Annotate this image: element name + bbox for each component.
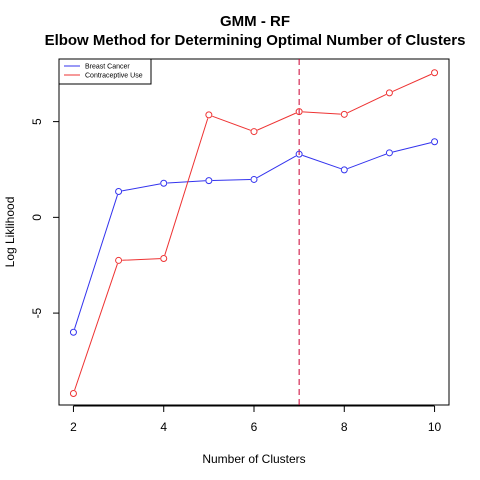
contraceptive-use-point bbox=[250, 128, 258, 136]
contraceptive-use-point bbox=[205, 111, 213, 119]
plot-frame bbox=[58, 58, 450, 406]
legend-label-breast-cancer: Breast Cancer bbox=[85, 64, 130, 71]
x-tick-label: 6 bbox=[251, 420, 258, 434]
contraceptive-use-point bbox=[385, 89, 393, 97]
contraceptive-use-point bbox=[115, 256, 123, 264]
legend-label-contraceptive-use: Contraceptive Use bbox=[85, 73, 143, 80]
contraceptive-use-series-line bbox=[74, 73, 432, 391]
breast-cancer-point bbox=[69, 328, 77, 336]
chart-subtitle: Elbow Method for Determining Optimal Num… bbox=[45, 32, 466, 49]
x-tick-label: 4 bbox=[160, 420, 167, 434]
legend: Breast Cancer Contraceptive Use bbox=[58, 58, 152, 85]
breast-cancer-point bbox=[205, 177, 213, 185]
breast-cancer-series-line bbox=[74, 142, 432, 329]
breast-cancer-point bbox=[115, 188, 123, 196]
chart-title: GMM - RF bbox=[220, 13, 290, 30]
breast-cancer-point bbox=[250, 175, 258, 183]
y-axis-label: Log Liklihood bbox=[3, 197, 17, 268]
x-tick-label: 8 bbox=[341, 420, 348, 434]
y-tick-label: 0 bbox=[30, 214, 44, 221]
y-tick-label: 5 bbox=[30, 118, 44, 125]
breast-cancer-point bbox=[160, 179, 168, 187]
axes-layer: 2 4 6 8 10 -5 0 5 bbox=[30, 118, 442, 434]
contraceptive-use-point bbox=[295, 108, 303, 116]
breast-cancer-point bbox=[340, 166, 348, 174]
legend-box bbox=[58, 58, 152, 85]
series-layer bbox=[69, 69, 439, 398]
x-tick-label: 10 bbox=[428, 420, 442, 434]
breast-cancer-point bbox=[295, 150, 303, 158]
contraceptive-use-point bbox=[340, 110, 348, 118]
x-tick-label: 2 bbox=[70, 420, 77, 434]
breast-cancer-point bbox=[385, 149, 393, 157]
contraceptive-use-point bbox=[431, 69, 439, 77]
breast-cancer-point bbox=[431, 138, 439, 146]
contraceptive-use-point bbox=[69, 390, 77, 398]
contraceptive-use-point bbox=[160, 255, 168, 263]
y-tick-label: -5 bbox=[30, 307, 44, 318]
x-axis-label: Number of Clusters bbox=[202, 452, 305, 466]
